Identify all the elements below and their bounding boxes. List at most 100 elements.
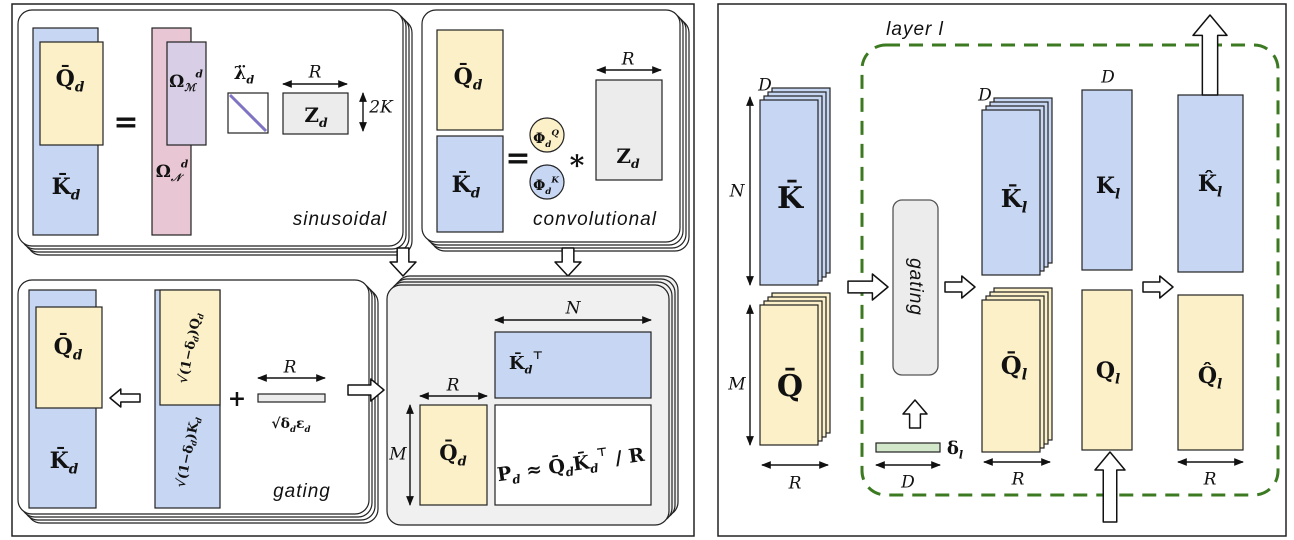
noise-vector	[257, 393, 326, 403]
matrix	[1177, 294, 1244, 451]
label-main: Z	[304, 103, 319, 127]
label-main: K̄	[777, 180, 804, 216]
panel-caption: convolutional	[533, 209, 657, 230]
dimension-label: R	[1203, 470, 1217, 490]
dimension-label: R	[283, 358, 297, 378]
label-main: Q	[1096, 358, 1115, 384]
math-label: Q̂l	[1198, 363, 1222, 392]
label-main: K̄	[571, 451, 592, 476]
math-label: Kl	[1096, 173, 1120, 202]
label-subscript: d	[188, 439, 199, 447]
flow-arrow	[347, 378, 385, 402]
label-subscript: d	[565, 464, 575, 479]
math-label: K̄d	[52, 172, 81, 203]
math-label: λ̈d	[234, 63, 255, 86]
math-label: K̄l	[1001, 183, 1028, 216]
panel-card	[17, 9, 404, 247]
label-subscript: l	[1022, 198, 1028, 216]
label-subscript: d	[631, 156, 640, 171]
math-label: Zd	[304, 103, 328, 130]
label-main: Q̄	[777, 368, 803, 404]
matrix-stack	[759, 304, 819, 446]
label-main: Q̂	[1198, 363, 1217, 389]
label-main: δ	[947, 438, 959, 459]
product-matrix	[494, 404, 652, 506]
equals-sign: =	[113, 105, 138, 140]
label-superscript: ⊤	[532, 349, 543, 362]
dimension-label: 2K	[368, 98, 394, 118]
math-label: K̄d	[452, 170, 481, 201]
math-label: Q̄l	[1001, 350, 1028, 383]
panel-caption: sinusoidal	[293, 209, 388, 230]
gate-vector	[875, 442, 941, 453]
math-label: Q̄	[777, 368, 803, 404]
matrix-stack	[981, 109, 1041, 276]
math-label: ΦdQ	[533, 128, 559, 149]
label-main: √δ	[271, 416, 290, 432]
flow-arrow	[1094, 451, 1126, 523]
label-superscript: K	[550, 175, 559, 185]
label-subscript: d	[193, 416, 204, 424]
label-subscript: d	[319, 115, 328, 130]
dimension-label: D	[1100, 68, 1115, 88]
matrix	[436, 29, 504, 131]
label-superscript: d	[181, 158, 189, 170]
label-subscript: d	[75, 79, 85, 95]
dimension-label: N	[729, 182, 746, 202]
math-label: Q̄d	[56, 64, 85, 95]
label-subscript: d	[190, 335, 201, 343]
label-subscript: l	[1115, 371, 1120, 387]
flow-arrow	[944, 275, 976, 299]
label-main: Φ	[533, 131, 545, 147]
label-subscript: d	[589, 461, 599, 476]
label-main: K̄	[52, 172, 72, 200]
matrix	[39, 41, 104, 146]
label-subscript: d	[246, 73, 254, 86]
label-main: Q̄	[54, 332, 73, 360]
label-main: K	[1096, 173, 1116, 199]
label-main: Φ	[533, 178, 545, 194]
math-label: Q̄d	[54, 332, 83, 363]
label-main: K̄	[1001, 183, 1023, 212]
label-subscript: d	[305, 424, 311, 434]
gating-label: gating	[905, 258, 926, 316]
label-subscript: d	[195, 312, 206, 320]
convolution-sign: ∗	[567, 144, 586, 177]
label-main: Q̄	[1001, 350, 1022, 379]
filter	[529, 164, 565, 200]
math-label: K̄d	[50, 446, 79, 477]
matrix	[1081, 289, 1133, 451]
label-main: Ω	[156, 162, 171, 182]
label-main: Q̄	[454, 62, 473, 90]
math-label: Q̄d	[454, 62, 483, 93]
math-label: K̂l	[1198, 171, 1222, 200]
dimension-label: D	[900, 473, 915, 493]
matrix	[419, 404, 488, 506]
dimension-label: D	[757, 76, 772, 96]
math-label: √δdεd	[271, 416, 310, 434]
label-main: )K	[183, 420, 201, 441]
flow-arrow	[554, 247, 582, 277]
math-label: Ωℳd	[169, 68, 203, 94]
equals-sign: =	[505, 141, 530, 176]
label-subscript: l	[1115, 186, 1120, 202]
flow-arrow	[847, 273, 889, 301]
label-main: Ω	[169, 72, 184, 92]
gating-block	[892, 199, 939, 376]
matrix	[282, 92, 349, 135]
label-subscript: l	[1022, 365, 1028, 383]
label-subscript: ℳ	[184, 82, 197, 94]
math-label: K̄	[777, 180, 804, 216]
math-label: Q̄d	[439, 440, 466, 469]
label-superscript: ⊤	[595, 444, 608, 459]
dimension-label: M	[727, 375, 746, 395]
label-superscript: Q	[551, 128, 559, 138]
label-main: λ̈	[234, 63, 247, 84]
flow-arrow	[109, 388, 141, 408]
dimension-label: R	[788, 474, 802, 494]
dimension-label: M	[388, 445, 407, 465]
label-subscript: d	[473, 77, 483, 93]
label-subscript: d	[545, 186, 551, 196]
label-main: ε	[296, 416, 305, 432]
